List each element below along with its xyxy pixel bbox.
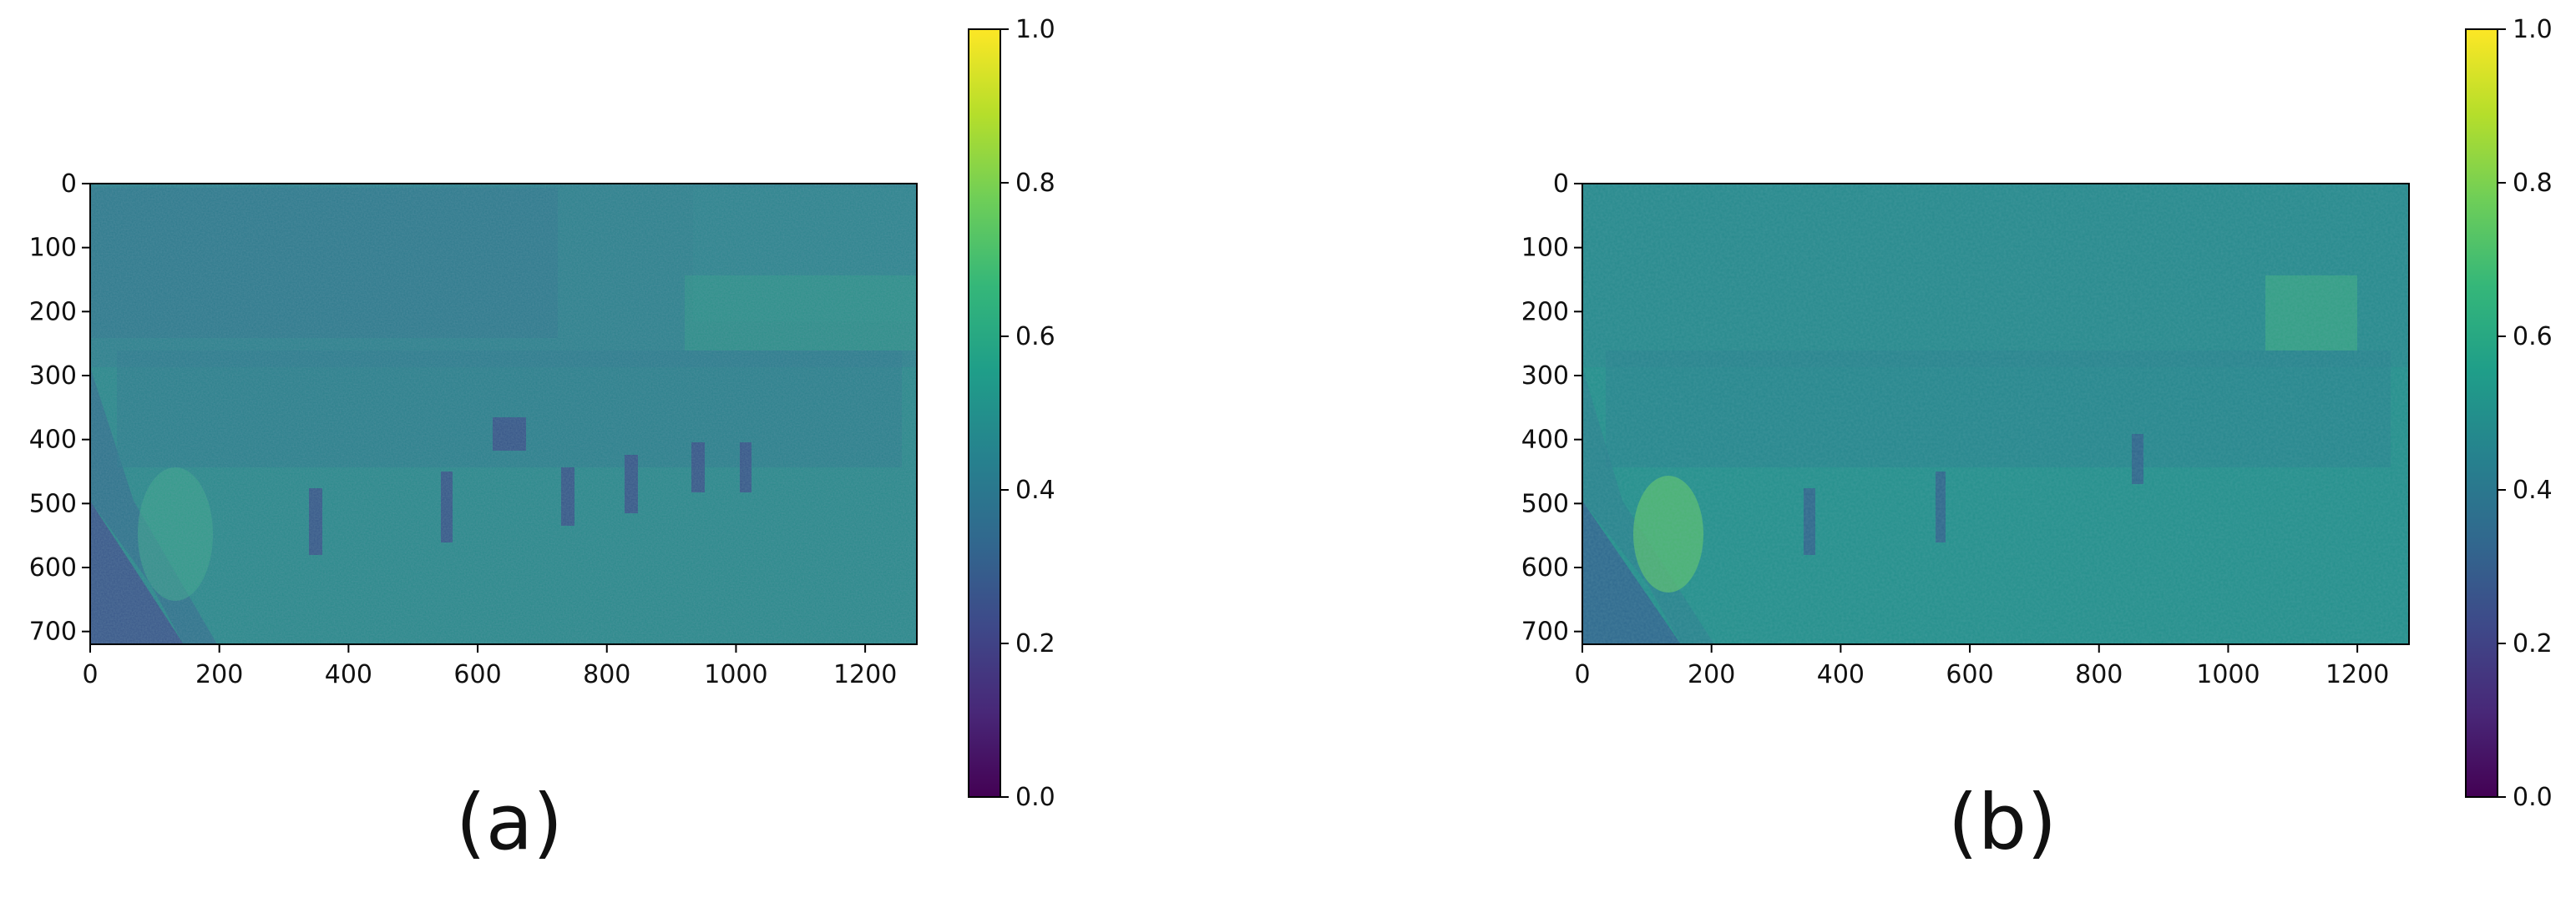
x-tick-label: 800 — [583, 660, 630, 689]
y-tick-label: 700 — [29, 618, 77, 647]
x-axis: 0 200 400 600 800 1000 1200 — [1574, 644, 2389, 689]
panel-b-figure: 0 200 400 600 800 1000 1200 0 100 200 300 400 500 60… — [1521, 15, 2553, 812]
x-tick-label: 600 — [453, 660, 501, 689]
y-tick-label: 500 — [1521, 489, 1569, 518]
y-tick-label: 700 — [1521, 618, 1569, 647]
y-tick-label: 0 — [61, 169, 77, 199]
x-tick-label: 0 — [82, 660, 98, 689]
colorbar — [968, 28, 1001, 798]
x-tick-label: 1000 — [2196, 660, 2260, 689]
y-tick-label: 100 — [29, 234, 77, 263]
y-tick-label: 200 — [1521, 297, 1569, 326]
x-tick-label: 800 — [2075, 660, 2123, 689]
colorbar-tick-label: 0.0 — [2513, 783, 2553, 812]
caption-b: (b) — [1947, 778, 2057, 867]
colorbar-tick-label: 0.6 — [2513, 322, 2553, 351]
x-tick-label: 200 — [1688, 660, 1735, 689]
panel-a-figure: 0 200 400 600 800 1000 1200 0 100 200 300 400 500 60… — [29, 15, 1055, 812]
y-tick-label: 0 — [1553, 169, 1569, 199]
colorbar-tick-label: 0.8 — [1015, 169, 1055, 198]
y-tick-label: 300 — [1521, 361, 1569, 391]
x-tick-label: 0 — [1574, 660, 1590, 689]
colorbar — [2465, 28, 2498, 798]
y-tick-label: 600 — [1521, 553, 1569, 583]
y-tick-label: 100 — [1521, 234, 1569, 263]
x-tick-label: 400 — [1817, 660, 1865, 689]
image-frame — [89, 183, 918, 645]
colorbar-tick-label: 0.2 — [2513, 629, 2553, 658]
colorbar-tick-label: 0.8 — [2513, 169, 2553, 198]
colorbar-tick-label: 1.0 — [1015, 15, 1055, 44]
x-tick-label: 200 — [195, 660, 243, 689]
y-tick-label: 400 — [1521, 426, 1569, 455]
x-tick-label: 400 — [325, 660, 372, 689]
caption-a: (a) — [455, 778, 564, 867]
colorbar-tick-label: 0.4 — [2513, 476, 2553, 505]
panel-b: 0 200 400 600 800 1000 1200 0 100 200 300 400 500 60… — [1288, 0, 2576, 900]
y-tick-label: 300 — [29, 361, 77, 391]
x-tick-label: 1200 — [833, 660, 897, 689]
x-axis: 0 200 400 600 800 1000 1200 — [82, 644, 897, 689]
colorbar-tick-label: 0.0 — [1015, 783, 1055, 812]
y-tick-label: 200 — [29, 297, 77, 326]
x-tick-label: 600 — [1946, 660, 1993, 689]
colorbar-tick-label: 1.0 — [2513, 15, 2553, 44]
heatmap-image — [1582, 184, 2409, 644]
panel-a: 0 200 400 600 800 1000 1200 0 100 200 300 400 500 60… — [0, 0, 1288, 900]
y-axis: 0 100 200 300 400 500 600 700 — [29, 169, 90, 647]
x-tick-label: 1200 — [2325, 660, 2389, 689]
colorbar-tick-label: 0.2 — [1015, 629, 1055, 658]
y-tick-label: 400 — [29, 426, 77, 455]
colorbar-axis: 0.0 0.2 0.4 0.6 0.8 1.0 — [2498, 15, 2553, 812]
x-tick-label: 1000 — [704, 660, 767, 689]
colorbar-axis: 0.0 0.2 0.4 0.6 0.8 1.0 — [1000, 15, 1055, 812]
image-frame — [1582, 183, 2410, 645]
heatmap-image — [90, 184, 917, 644]
y-tick-label: 600 — [29, 553, 77, 583]
y-tick-label: 500 — [29, 489, 77, 518]
colorbar-tick-label: 0.6 — [1015, 322, 1055, 351]
colorbar-tick-label: 0.4 — [1015, 476, 1055, 505]
y-axis: 0 100 200 300 400 500 600 700 — [1521, 169, 1582, 647]
